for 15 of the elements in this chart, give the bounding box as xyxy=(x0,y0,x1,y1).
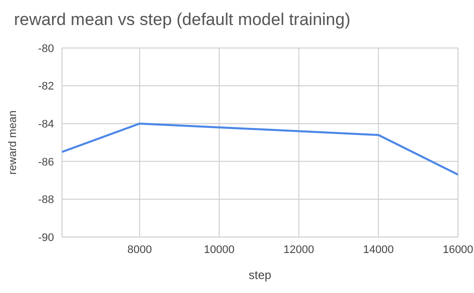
chart-title: reward mean vs step (default model training) xyxy=(14,10,350,30)
line-series xyxy=(62,122,458,176)
y-tick-label: -84 xyxy=(38,118,54,131)
y-tick-label: -88 xyxy=(38,194,54,206)
x-tick-label: 8000 xyxy=(127,244,152,256)
x-tick-label: 12000 xyxy=(284,244,314,256)
y-tick-label: -86 xyxy=(38,156,54,168)
x-tick-label: 16000 xyxy=(442,244,474,256)
y-tick-label: -80 xyxy=(38,42,54,55)
x-tick-label: 14000 xyxy=(363,244,394,256)
x-axis-title: step xyxy=(248,268,272,282)
y-axis-title: reward mean xyxy=(6,110,19,175)
y-tick-label: -82 xyxy=(38,80,54,93)
y-tick-label: -90 xyxy=(38,232,54,244)
x-tick-label: 10000 xyxy=(204,244,235,256)
